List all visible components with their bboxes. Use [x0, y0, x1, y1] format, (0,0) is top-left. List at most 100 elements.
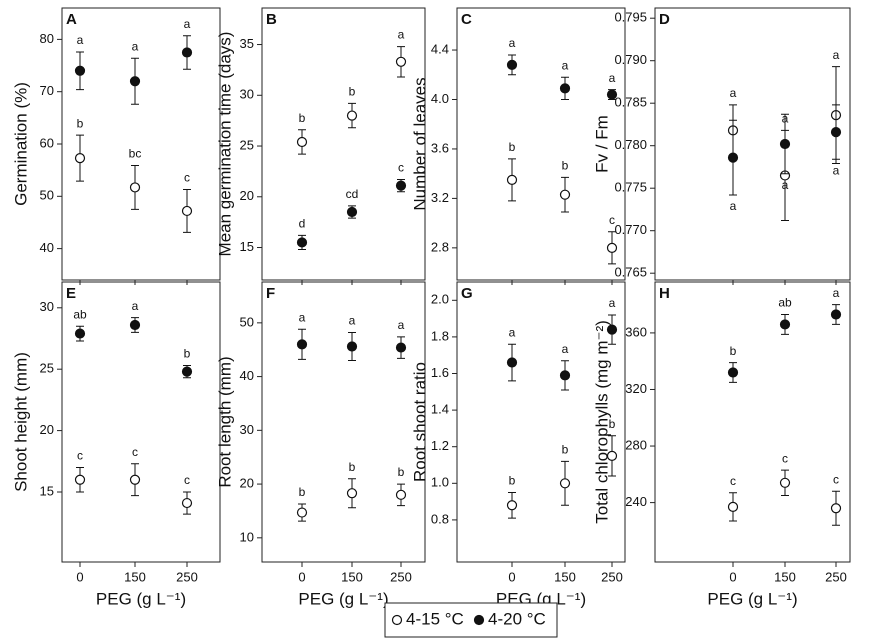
panel-label: B — [266, 11, 277, 28]
y-tick-label: 35 — [240, 36, 254, 51]
significance-letter: b — [509, 140, 516, 154]
y-tick-label: 15 — [40, 483, 54, 498]
significance-letter: a — [833, 48, 840, 62]
y-tick-label: 40 — [240, 368, 254, 383]
significance-letter: b — [730, 344, 737, 358]
data-point — [296, 237, 308, 248]
data-point — [606, 242, 618, 253]
significance-letter: b — [349, 85, 356, 99]
x-tick-label: 0 — [508, 569, 515, 584]
data-point — [559, 83, 571, 94]
x-tick-label: 250 — [601, 569, 623, 584]
y-tick-label: 1.8 — [431, 328, 449, 343]
data-point — [296, 136, 308, 148]
x-tick-label: 250 — [390, 569, 412, 584]
y-tick-label: 2.0 — [431, 292, 449, 307]
significance-letter: a — [562, 58, 569, 72]
panel-label: E — [66, 285, 76, 302]
y-tick-label: 30 — [240, 87, 254, 102]
y-tick-label: 50 — [40, 188, 54, 203]
data-point — [559, 189, 571, 200]
data-point — [395, 489, 407, 500]
data-point — [395, 342, 407, 353]
data-point — [296, 507, 308, 518]
y-axis-label: Total chlorophylls (mg m⁻²) — [592, 320, 611, 524]
panel-label: G — [461, 285, 473, 302]
data-point — [830, 309, 842, 320]
y-tick-label: 3.2 — [431, 190, 449, 205]
data-point — [74, 65, 86, 76]
y-tick-label: 4.0 — [431, 91, 449, 106]
significance-letter: ab — [778, 296, 792, 310]
significance-letter: b — [609, 417, 616, 431]
significance-letter: a — [609, 296, 616, 310]
y-tick-label: 20 — [40, 422, 54, 437]
significance-letter: b — [398, 465, 405, 479]
significance-letter: c — [398, 161, 404, 175]
x-tick-label: 250 — [825, 569, 847, 584]
data-point — [346, 341, 358, 352]
data-point — [346, 206, 358, 218]
data-point — [506, 59, 518, 70]
y-tick-label: 1.0 — [431, 475, 449, 490]
y-tick-label: 0.780 — [614, 137, 647, 152]
x-tick-label: 0 — [298, 569, 305, 584]
significance-letter: b — [299, 111, 306, 125]
significance-letter: a — [509, 36, 516, 50]
y-axis-label: Shoot height (mm) — [11, 352, 30, 492]
y-tick-label: 40 — [40, 240, 54, 255]
data-point — [727, 152, 739, 163]
data-point — [74, 474, 86, 485]
y-tick-label: 1.2 — [431, 438, 449, 453]
significance-letter: c — [77, 449, 83, 463]
data-point — [346, 110, 358, 121]
y-tick-label: 1.6 — [431, 365, 449, 380]
significance-letter: a — [132, 299, 139, 313]
significance-letter: a — [349, 314, 356, 328]
data-point — [559, 370, 571, 381]
data-point — [506, 357, 518, 368]
y-tick-label: 0.765 — [614, 265, 647, 280]
x-axis-label: PEG (g L⁻¹) — [298, 589, 388, 608]
y-tick-label: 60 — [40, 135, 54, 150]
data-point — [727, 367, 739, 378]
data-point — [606, 89, 618, 100]
legend-box — [384, 602, 558, 638]
significance-letter: a — [398, 318, 405, 332]
data-point — [779, 319, 791, 330]
significance-letter: b — [562, 159, 569, 173]
x-tick-label: 150 — [774, 569, 796, 584]
significance-letter: a — [609, 71, 616, 85]
y-tick-label: 1.4 — [431, 402, 449, 417]
significance-letter: b — [509, 474, 516, 488]
panel-label: F — [266, 285, 275, 302]
y-tick-label: 0.775 — [614, 180, 647, 195]
y-tick-label: 0.790 — [614, 52, 647, 67]
legend-label: 4-20 °C — [488, 609, 546, 628]
data-point — [506, 174, 518, 185]
y-tick-label: 30 — [40, 299, 54, 314]
data-point — [181, 497, 193, 509]
data-point — [296, 339, 308, 350]
y-tick-label: 360 — [625, 324, 647, 339]
significance-letter: a — [833, 163, 840, 177]
y-tick-label: 0.795 — [614, 10, 647, 25]
y-tick-label: 25 — [40, 361, 54, 376]
plot-frame — [456, 7, 626, 281]
y-tick-label: 30 — [240, 422, 254, 437]
data-point — [181, 47, 193, 58]
significance-letter: b — [562, 443, 569, 457]
y-tick-label: 15 — [240, 239, 254, 254]
data-point — [129, 182, 141, 193]
x-tick-label: 150 — [124, 569, 146, 584]
significance-letter: bc — [129, 147, 142, 161]
significance-letter: a — [132, 39, 139, 53]
significance-letter: c — [184, 171, 190, 185]
panel-label: A — [66, 11, 77, 28]
y-tick-label: 320 — [625, 381, 647, 396]
significance-letter: c — [730, 474, 736, 488]
significance-letter: d — [299, 217, 306, 231]
significance-letter: c — [782, 451, 788, 465]
y-tick-label: 80 — [40, 31, 54, 46]
data-point — [606, 324, 618, 335]
